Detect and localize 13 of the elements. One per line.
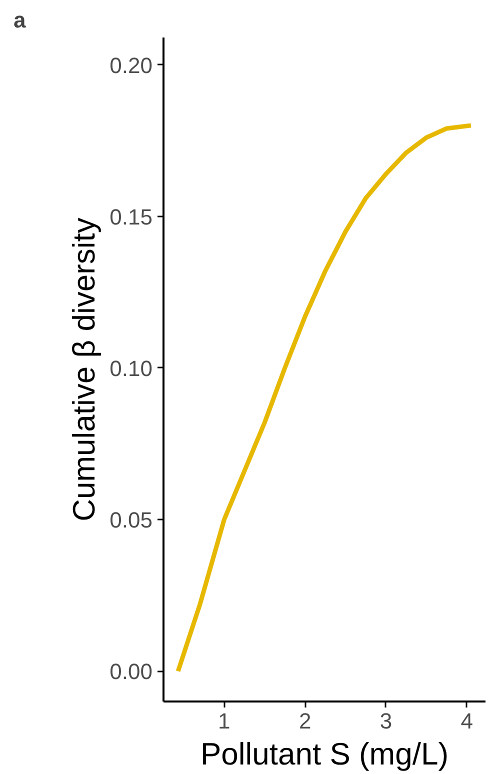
chart-title: a [14, 8, 26, 32]
y-tick-label: 0.20 [110, 52, 153, 78]
x-axis-title: Pollutant S (mg/L) [200, 736, 449, 772]
y-tick-label: 0.15 [110, 204, 153, 230]
x-tick-label: 3 [380, 708, 392, 734]
x-tick-label: 4 [460, 708, 474, 734]
y-tick-label: 0.05 [110, 508, 153, 533]
y-tick-label: 0.10 [110, 356, 153, 381]
y-tick-label: 0.00 [110, 659, 153, 684]
y-axis-title: Cumulative β diversity [66, 217, 102, 522]
line-series [176, 123, 474, 674]
x-tick-label: 1 [218, 708, 230, 734]
x-tick-label: 2 [298, 708, 312, 734]
